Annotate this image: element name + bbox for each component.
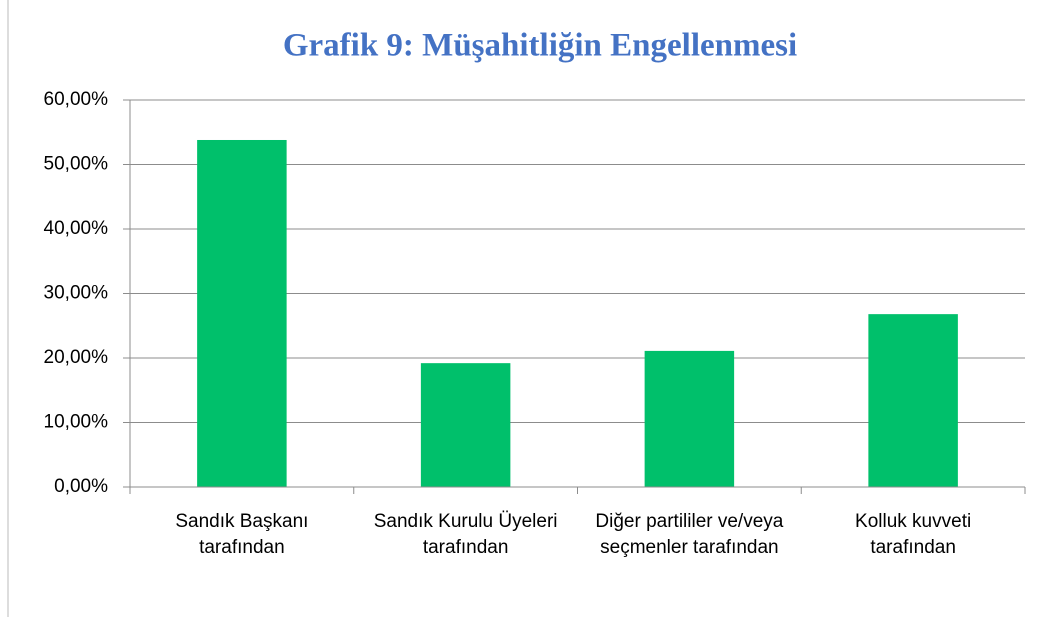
y-tick-label: 0,00% [54,476,108,497]
y-tick-label: 30,00% [44,283,109,304]
y-tick-label: 50,00% [44,154,109,175]
y-tick-label: 40,00% [44,218,109,239]
x-tick-label: Sandık Başkanı tarafından [175,511,309,558]
y-tick-label: 10,00% [44,412,109,433]
x-tick-label: Diğer partililer ve/veya seçmenler taraf… [595,511,784,558]
y-tick-label: 20,00% [44,347,109,368]
bar [197,139,287,488]
x-tick-label: Kolluk kuvveti tarafından [855,511,972,558]
bar [420,363,511,487]
bar [644,350,735,487]
chart-border [7,0,9,617]
y-tick-label: 60,00% [44,89,109,110]
bar [868,314,958,487]
x-tick-label: Sandık Kurulu Üyeleri tarafından [373,511,558,558]
chart-title: Grafik 9: Müşahitliğin Engellenmesi [283,28,797,64]
